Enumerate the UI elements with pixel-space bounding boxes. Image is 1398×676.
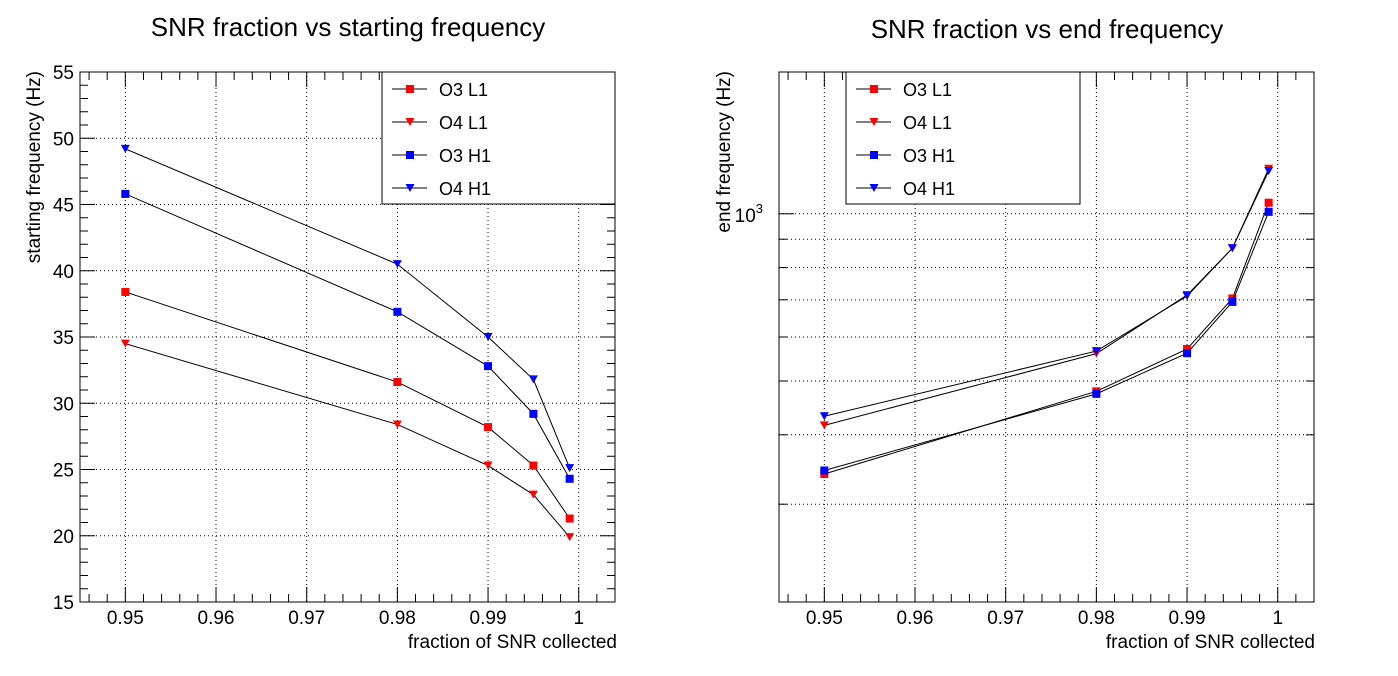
y-tick-label: 45 xyxy=(53,196,74,217)
data-point xyxy=(565,514,574,523)
x-tick-label: 0.96 xyxy=(198,608,235,629)
data-point xyxy=(1091,347,1101,356)
legend-marker xyxy=(406,85,414,93)
legend-marker xyxy=(869,118,879,126)
x-axis-label: fraction of SNR collected xyxy=(1106,632,1315,653)
data-point xyxy=(1228,297,1237,306)
data-point xyxy=(1092,389,1101,398)
y-tick-label: 35 xyxy=(53,328,74,349)
legend-entry: O4 H1 xyxy=(903,179,955,199)
y-tick-exponent: 3 xyxy=(756,201,763,216)
x-tick-label: 0.95 xyxy=(806,608,843,629)
series-o4-h1 xyxy=(120,144,575,473)
legend: O3 L1 O4 L1 O3 H1 O4 H1 xyxy=(845,71,1081,205)
data-point xyxy=(1264,207,1273,216)
data-point xyxy=(565,464,575,473)
data-point xyxy=(392,260,402,269)
legend-marker xyxy=(870,85,878,93)
y-axis-label: end frequency (Hz) xyxy=(714,71,735,233)
x-tick-label: 0.97 xyxy=(288,608,325,629)
data-point xyxy=(120,144,130,153)
legend-marker xyxy=(406,151,414,159)
legend: O3 L1 O4 L1 O3 H1 O4 H1 xyxy=(381,71,616,205)
data-point xyxy=(1182,292,1192,301)
y-tick-label: 25 xyxy=(53,461,74,482)
x-tick-label: 0.98 xyxy=(379,608,416,629)
legend-marker xyxy=(405,184,415,192)
x-tick-label: 1 xyxy=(573,608,584,629)
plot-frame xyxy=(79,71,616,603)
x-axis-label: fraction of SNR collected xyxy=(408,632,617,653)
x-tick-label: 0.99 xyxy=(470,608,507,629)
data-point xyxy=(528,490,538,499)
legend-entry: O4 H1 xyxy=(439,179,491,199)
data-point xyxy=(1227,244,1237,253)
data-point xyxy=(120,339,130,348)
chart-title: SNR fraction vs starting frequency xyxy=(151,12,546,42)
y-tick-base: 10 xyxy=(735,206,756,227)
data-point xyxy=(528,375,538,384)
legend-entry: O4 L1 xyxy=(903,113,952,133)
data-point xyxy=(392,420,402,429)
x-tick-label: 0.99 xyxy=(1169,608,1206,629)
legend-entry: O3 L1 xyxy=(903,80,952,100)
y-tick-label: 40 xyxy=(53,262,74,283)
data-point xyxy=(819,421,829,430)
data-point xyxy=(483,333,493,341)
chart-title: SNR fraction vs end frequency xyxy=(871,14,1224,44)
x-tick-label: 0.98 xyxy=(1078,608,1115,629)
data-point xyxy=(1183,349,1192,358)
legend-marker xyxy=(405,118,415,126)
x-tick-label: 0.95 xyxy=(107,608,144,629)
data-point xyxy=(529,409,538,418)
data-point xyxy=(483,461,493,470)
data-point xyxy=(121,287,130,296)
data-point xyxy=(565,533,575,542)
series-o3-h1 xyxy=(820,207,1273,475)
legend-marker xyxy=(869,184,879,192)
data-point xyxy=(529,461,538,470)
series-o3-h1 xyxy=(121,189,574,483)
data-point xyxy=(121,189,130,198)
y-tick-label: 20 xyxy=(53,527,74,548)
x-tick-label: 0.96 xyxy=(897,608,934,629)
legend-box xyxy=(845,71,1081,205)
series-o3-l1 xyxy=(121,287,574,523)
end-frequency-chart: SNR fraction vs end frequency fraction o… xyxy=(714,14,1315,653)
y-tick-label: 103 xyxy=(735,201,763,227)
legend-entry: O4 L1 xyxy=(439,113,488,133)
legend-entry: O3 H1 xyxy=(439,146,491,166)
legend-marker xyxy=(870,151,878,159)
data-point xyxy=(565,474,574,483)
starting-frequency-chart: SNR fraction vs starting frequency fract… xyxy=(24,12,617,653)
data-point xyxy=(484,423,493,432)
legend-entry: O3 L1 xyxy=(439,80,488,100)
legend-box xyxy=(381,71,616,205)
x-tick-label: 1 xyxy=(1272,608,1283,629)
series-o4-h1 xyxy=(819,167,1274,421)
y-tick-label: 50 xyxy=(53,129,74,150)
data-point xyxy=(393,307,402,316)
y-tick-label: 55 xyxy=(53,63,74,84)
y-axis-label: starting frequency (Hz) xyxy=(24,71,45,263)
data-point xyxy=(484,362,493,371)
series-o4-l1 xyxy=(120,339,575,542)
data-point xyxy=(1264,167,1274,176)
x-tick-label: 0.97 xyxy=(987,608,1024,629)
data-point xyxy=(820,466,829,475)
y-tick-label: 30 xyxy=(53,394,74,415)
legend-entry: O3 H1 xyxy=(903,146,955,166)
data-point xyxy=(819,412,829,421)
y-tick-label: 15 xyxy=(53,593,74,614)
data-point xyxy=(393,378,402,387)
data-point xyxy=(1183,344,1192,353)
data-point xyxy=(1264,198,1273,207)
